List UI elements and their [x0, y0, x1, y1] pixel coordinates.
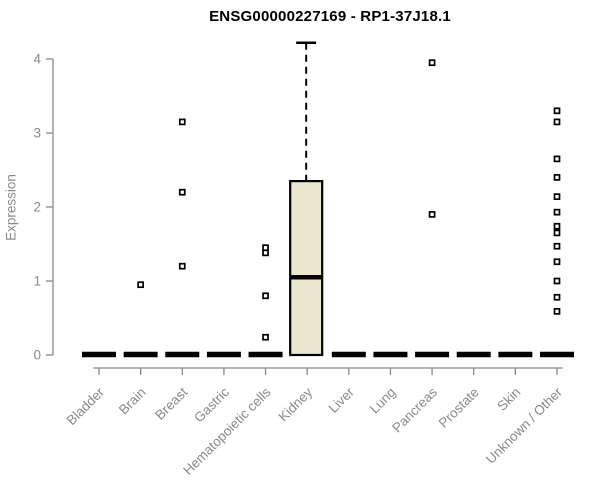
y-tick-label: 1	[33, 274, 41, 289]
zero-box	[206, 351, 241, 358]
chart-title: ENSG00000227169 - RP1-37J18.1	[209, 8, 451, 25]
category-label: Pancreas	[389, 384, 440, 435]
outlier-point	[553, 242, 561, 250]
outlier-point	[553, 293, 561, 301]
outlier-point	[553, 258, 561, 266]
outlier-point	[553, 118, 561, 126]
zero-box	[165, 351, 200, 358]
category-label: Unknown / Other	[483, 384, 566, 467]
outlier-point	[553, 307, 561, 315]
outlier-point	[553, 174, 561, 181]
outlier-point	[262, 333, 269, 341]
category-label: Bladder	[64, 384, 108, 428]
outlier-point	[178, 188, 186, 196]
outlier-point	[553, 155, 561, 163]
zero-box	[539, 351, 574, 358]
y-tick-label: 2	[33, 200, 41, 215]
outlier-point	[262, 249, 269, 257]
category-label: Liver	[326, 384, 358, 416]
y-tick-label: 0	[33, 348, 41, 363]
zero-box	[373, 351, 408, 358]
category-label: Skin	[494, 385, 523, 414]
outlier-point	[553, 222, 561, 230]
outlier-point	[178, 262, 186, 270]
y-tick-label: 3	[33, 126, 41, 141]
outlier-point	[553, 229, 561, 237]
zero-box	[498, 351, 533, 358]
category-label: Kidney	[276, 384, 316, 424]
outlier-point	[262, 244, 269, 252]
y-tick-label: 4	[33, 52, 41, 67]
category-label: Prostate	[436, 385, 482, 431]
outlier-point	[178, 118, 186, 126]
zero-box	[82, 351, 116, 358]
category-label: Lung	[367, 385, 399, 417]
outlier-point	[428, 59, 436, 67]
outlier-point	[137, 281, 144, 289]
outlier-point	[262, 292, 269, 300]
outlier-point	[553, 193, 561, 200]
category-label: Gastric	[191, 384, 232, 425]
outlier-point	[428, 211, 436, 218]
box	[289, 180, 324, 357]
zero-box	[415, 351, 450, 358]
outlier-point	[553, 277, 561, 285]
zero-box	[331, 351, 366, 358]
zero-box	[123, 351, 158, 358]
zero-box	[456, 351, 491, 358]
category-label: Breast	[152, 384, 190, 422]
outlier-point	[553, 107, 561, 115]
y-axis-label: Expression	[3, 174, 19, 241]
category-label: Brain	[116, 385, 149, 418]
outlier-point	[553, 208, 561, 216]
zero-box	[248, 351, 283, 358]
